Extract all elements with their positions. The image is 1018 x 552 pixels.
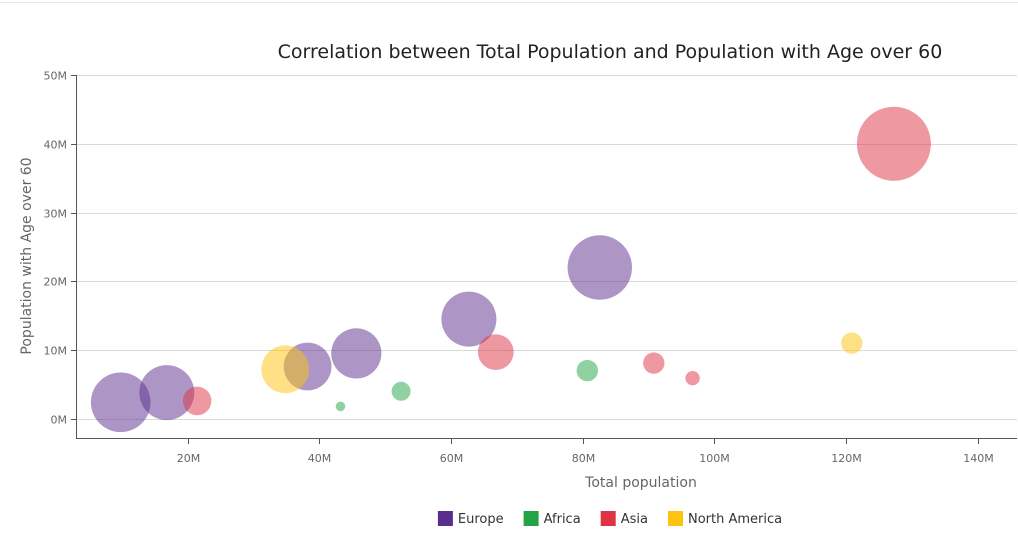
series-europe xyxy=(90,235,632,433)
legend-item[interactable]: Asia xyxy=(600,511,648,527)
bubble[interactable] xyxy=(331,328,382,379)
bubble[interactable] xyxy=(685,371,700,386)
legend-swatch xyxy=(523,511,539,526)
x-tick-label: 140M xyxy=(963,452,994,465)
x-tick-label: 20M xyxy=(177,452,201,465)
bubble[interactable] xyxy=(576,359,598,382)
legend-label: North America xyxy=(688,512,782,527)
legend-swatch xyxy=(668,511,683,526)
legend-item[interactable]: Europe xyxy=(437,511,504,527)
bubble[interactable] xyxy=(441,291,497,347)
series-asia xyxy=(182,106,931,416)
series-north-america xyxy=(261,332,863,394)
y-tick-label: 30M xyxy=(44,208,68,221)
legend-item[interactable]: Africa xyxy=(523,511,581,527)
top-divider xyxy=(0,2,1018,3)
bubble[interactable] xyxy=(139,365,195,421)
bubble[interactable] xyxy=(90,372,151,433)
legend-swatch xyxy=(600,511,616,526)
y-tick-label: 20M xyxy=(44,276,68,289)
legend-label: Africa xyxy=(544,512,581,527)
x-tick-label: 120M xyxy=(831,452,862,465)
y-axis-title: Population with Age over 60 xyxy=(19,157,35,354)
bubble[interactable] xyxy=(182,386,212,416)
x-tick-label: 100M xyxy=(699,452,730,465)
bubble[interactable] xyxy=(567,235,632,300)
legend[interactable]: Europe Africa Asia North America xyxy=(437,511,782,527)
series-africa xyxy=(335,359,598,412)
bubble[interactable] xyxy=(335,401,346,412)
legend-item[interactable]: North America xyxy=(668,511,782,527)
bubble[interactable] xyxy=(477,334,514,370)
axes: 0M 10M 20M 30M 40M 50M 20M 40M 60M 80M 100M 120M 140… xyxy=(44,70,1017,465)
bubble[interactable] xyxy=(856,106,931,181)
x-tick-label: 40M xyxy=(308,452,332,465)
bubble[interactable] xyxy=(643,352,665,374)
bubble[interactable] xyxy=(841,332,863,354)
legend-label: Europe xyxy=(458,512,504,527)
y-tick-label: 0M xyxy=(51,414,68,427)
y-tick-label: 40M xyxy=(44,139,68,152)
x-tick-label: 80M xyxy=(572,452,596,465)
legend-label: Asia xyxy=(621,512,648,527)
chart-title: Correlation between Total Population and… xyxy=(278,41,943,63)
bubble[interactable] xyxy=(261,345,310,394)
bubble[interactable] xyxy=(391,381,411,401)
legend-swatch xyxy=(437,511,453,526)
y-tick-label: 10M xyxy=(44,345,68,358)
bubbles xyxy=(90,106,931,433)
x-axis-title: Total population xyxy=(584,475,697,491)
x-tick-label: 60M xyxy=(440,452,464,465)
y-tick-label: 50M xyxy=(44,70,68,83)
